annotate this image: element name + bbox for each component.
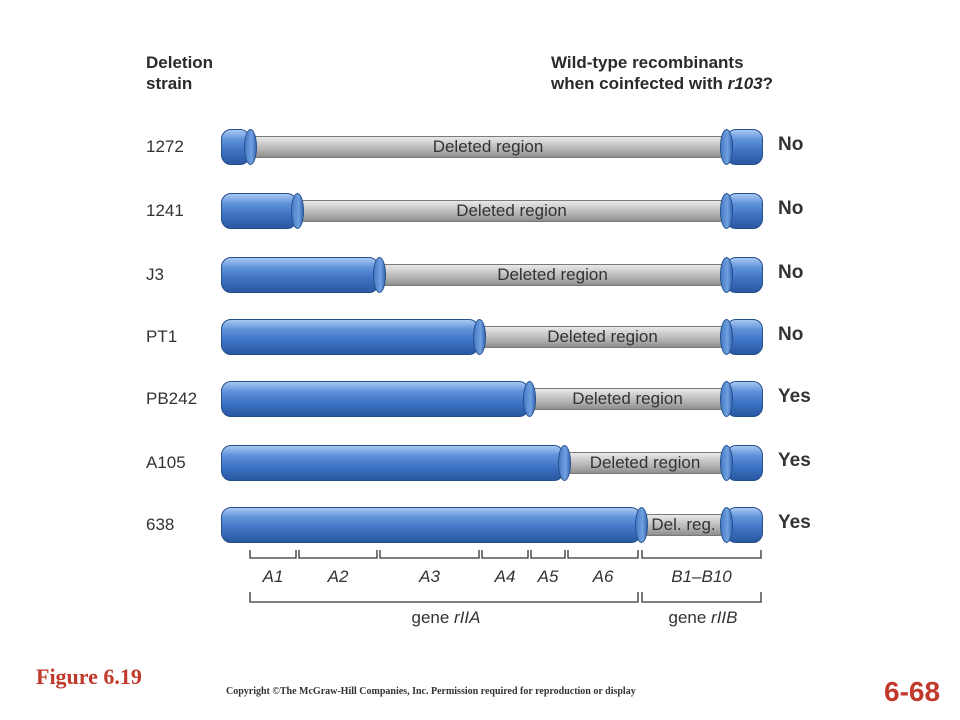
intact-left-segment bbox=[221, 381, 529, 417]
header-right-line2-strain: r103 bbox=[727, 74, 763, 93]
deleted-region-label: Deleted region bbox=[432, 137, 544, 156]
segment-label: B1–B10 bbox=[671, 567, 732, 586]
strain-label: 1272 bbox=[146, 137, 184, 156]
gene-riia-label: gene rIIA bbox=[412, 608, 481, 628]
segment-bracket bbox=[379, 550, 480, 559]
strain-label: PT1 bbox=[146, 327, 178, 346]
copyright-notice: Copyright ©The McGraw-Hill Companies, In… bbox=[226, 686, 636, 697]
intact-left-segment bbox=[221, 193, 297, 229]
segment-bracket bbox=[481, 550, 529, 559]
segment-end-cap bbox=[720, 381, 733, 417]
header-right-line2-post: ? bbox=[762, 74, 773, 93]
gene-riib-bracket bbox=[641, 592, 762, 603]
deletion-row: 1272 Deleted region No bbox=[0, 129, 960, 165]
deleted-region-label: Deleted region bbox=[456, 201, 567, 220]
segment-end-cap bbox=[373, 257, 386, 293]
deleted-region-label: Deleted region bbox=[572, 389, 683, 408]
recombinant-answer: Yes bbox=[778, 386, 811, 407]
strain-label: PB242 bbox=[146, 389, 198, 408]
deletion-row: 1241 Deleted region No bbox=[0, 193, 960, 229]
gene-riia-bracket bbox=[249, 592, 639, 603]
figure-label: Figure 6.19 bbox=[36, 664, 142, 689]
gene-riib-pre: gene bbox=[668, 608, 712, 627]
header-right-line2-pre: when coinfected with bbox=[551, 74, 728, 93]
segment-bracket bbox=[249, 550, 297, 559]
segment-label: A6 bbox=[592, 567, 614, 586]
chromosome-bar: Deleted region bbox=[221, 381, 763, 417]
intact-left-segment bbox=[221, 319, 479, 355]
segment-bracket bbox=[530, 550, 566, 559]
chromosome-bar: Deleted region bbox=[221, 129, 763, 165]
header-right-line1: Wild-type recombinants bbox=[551, 53, 744, 72]
deleted-region-label: Del. reg. bbox=[651, 515, 716, 534]
segment-label: A2 bbox=[327, 567, 349, 586]
deleted-region-label: Deleted region bbox=[547, 327, 658, 346]
deletion-row: 638 Del. reg. Yes bbox=[0, 507, 960, 543]
segment-end-cap bbox=[523, 381, 536, 417]
recombinant-answer: Yes bbox=[778, 512, 811, 533]
gene-riib-label: gene rIIB bbox=[669, 608, 738, 628]
segment-end-cap bbox=[244, 129, 257, 165]
header-left-line2: strain bbox=[146, 74, 193, 93]
segment-end-cap bbox=[720, 319, 733, 355]
segment-bracket bbox=[298, 550, 378, 559]
chromosome-bar: Deleted region bbox=[221, 257, 763, 293]
gene-riia-name: rIIA bbox=[454, 608, 481, 627]
recombinant-answer: Yes bbox=[778, 450, 811, 471]
segment-bracket bbox=[567, 550, 639, 559]
segment-label: A3 bbox=[419, 567, 440, 586]
chromosome-bar: Deleted region bbox=[221, 319, 763, 355]
recombinants-header: Wild-type recombinants when coinfected w… bbox=[551, 52, 773, 94]
segment-label: A5 bbox=[537, 567, 559, 586]
segment-end-cap bbox=[473, 319, 486, 355]
recombinant-answer: No bbox=[778, 198, 804, 219]
deletion-row: PB242 Deleted region Yes bbox=[0, 381, 960, 417]
chromosome-bar: Deleted region bbox=[221, 193, 763, 229]
recombinant-answer: No bbox=[778, 262, 804, 283]
deletion-row: PT1 Deleted region No bbox=[0, 319, 960, 355]
header-right-line2: when coinfected with r103? bbox=[551, 73, 773, 94]
strain-label: J3 bbox=[146, 265, 164, 284]
segment-end-cap bbox=[635, 507, 648, 543]
deletion-strain-header: Deletion strain bbox=[146, 52, 213, 94]
deletion-row: J3 Deleted region No bbox=[0, 257, 960, 293]
intact-left-segment bbox=[221, 507, 641, 543]
segment-end-cap bbox=[558, 445, 571, 481]
slide-number: 6-68 bbox=[884, 676, 941, 707]
deleted-region-label: Deleted region bbox=[497, 265, 608, 284]
header-left-line1: Deletion bbox=[146, 53, 214, 72]
gene-riia-pre: gene bbox=[411, 608, 455, 627]
segment-end-cap bbox=[720, 129, 733, 165]
strain-label: A105 bbox=[146, 453, 186, 472]
intact-left-segment bbox=[221, 445, 564, 481]
strain-label: 1241 bbox=[146, 201, 184, 220]
segment-label: A4 bbox=[494, 567, 516, 586]
recombinant-answer: No bbox=[778, 134, 804, 155]
segment-end-cap bbox=[720, 193, 733, 229]
intact-left-segment bbox=[221, 257, 379, 293]
segment-end-cap bbox=[720, 507, 733, 543]
segment-end-cap bbox=[720, 445, 733, 481]
segment-end-cap bbox=[720, 257, 733, 293]
recombinant-answer: No bbox=[778, 324, 804, 345]
segment-label: A1 bbox=[262, 567, 284, 586]
segment-bracket bbox=[641, 550, 762, 559]
chromosome-bar: Del. reg. bbox=[221, 507, 763, 543]
deletion-row: A105 Deleted region Yes bbox=[0, 445, 960, 481]
chromosome-bar: Deleted region bbox=[221, 445, 763, 481]
strain-label: 638 bbox=[146, 515, 175, 534]
deleted-region-label: Deleted region bbox=[589, 453, 701, 472]
segment-end-cap bbox=[291, 193, 304, 229]
gene-riib-name: rIIB bbox=[711, 608, 738, 627]
